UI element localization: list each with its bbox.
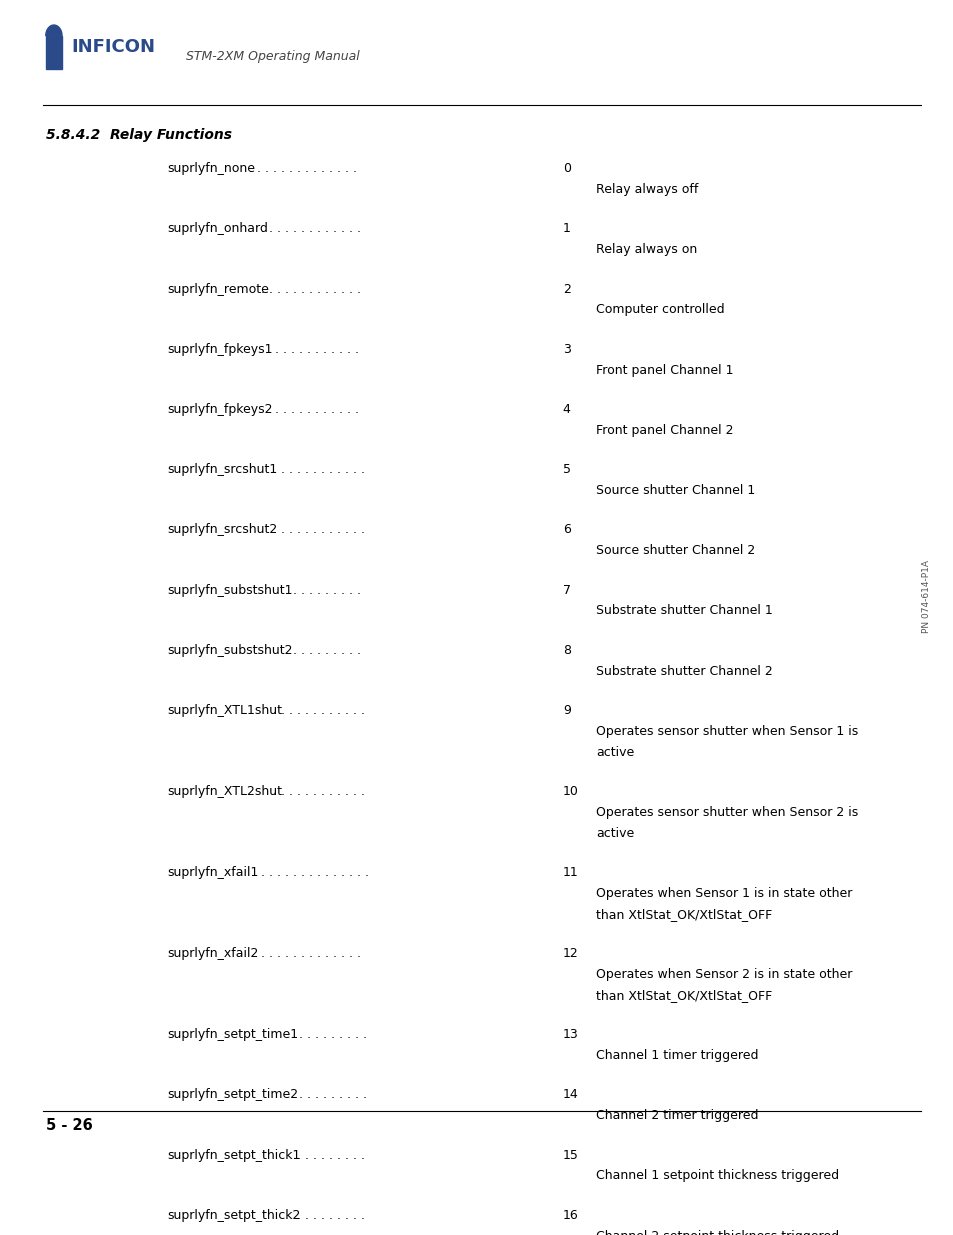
Text: suprlyfn_fpkeys2: suprlyfn_fpkeys2 (167, 403, 273, 416)
Text: suprlyfn_none: suprlyfn_none (167, 162, 254, 175)
Text: . . . . . . . . . . . .: . . . . . . . . . . . . (273, 463, 365, 477)
Text: suprlyfn_setpt_time1: suprlyfn_setpt_time1 (167, 1029, 297, 1041)
Text: 6: 6 (562, 524, 570, 536)
Text: suprlyfn_srcshut2: suprlyfn_srcshut2 (167, 524, 277, 536)
Text: STM-2XM Operating Manual: STM-2XM Operating Manual (186, 51, 359, 63)
Text: Substrate shutter Channel 1: Substrate shutter Channel 1 (596, 604, 772, 618)
Text: INFICON: INFICON (71, 38, 155, 56)
Text: Operates sensor shutter when Sensor 2 is: Operates sensor shutter when Sensor 2 is (596, 805, 858, 819)
Text: 0: 0 (562, 162, 570, 175)
Text: suprlyfn_srcshut1: suprlyfn_srcshut1 (167, 463, 277, 477)
Text: suprlyfn_XTL1shut: suprlyfn_XTL1shut (167, 704, 282, 716)
Text: . . . . . . . . . .: . . . . . . . . . . (285, 583, 360, 597)
Bar (46, 36, 62, 69)
Text: Front panel Channel 2: Front panel Channel 2 (596, 424, 733, 437)
Text: suprlyfn_setpt_thick1: suprlyfn_setpt_thick1 (167, 1149, 300, 1162)
Text: 2: 2 (562, 283, 570, 295)
Text: 7: 7 (562, 583, 570, 597)
Text: . . . . . . . . . . . .: . . . . . . . . . . . . (273, 704, 365, 716)
Text: suprlyfn_substshut1: suprlyfn_substshut1 (167, 583, 293, 597)
Text: 11: 11 (562, 866, 578, 879)
Text: Operates when Sensor 1 is in state other: Operates when Sensor 1 is in state other (596, 887, 852, 900)
Text: 14: 14 (562, 1088, 578, 1102)
Text: . . . . . . . . . .: . . . . . . . . . . (285, 643, 360, 657)
Text: suprlyfn_setpt_time2: suprlyfn_setpt_time2 (167, 1088, 297, 1102)
Text: 10: 10 (562, 785, 578, 798)
Text: . . . . . . . . .: . . . . . . . . . (296, 1209, 365, 1221)
Text: suprlyfn_xfail1: suprlyfn_xfail1 (167, 866, 258, 879)
Text: Channel 2 timer triggered: Channel 2 timer triggered (596, 1109, 758, 1123)
Text: . . . . . . . . . . . .: . . . . . . . . . . . . (273, 785, 365, 798)
Text: suprlyfn_remote: suprlyfn_remote (167, 283, 269, 295)
Text: suprlyfn_XTL2shut: suprlyfn_XTL2shut (167, 785, 282, 798)
Text: Source shutter Channel 1: Source shutter Channel 1 (596, 484, 755, 496)
Text: suprlyfn_fpkeys1: suprlyfn_fpkeys1 (167, 343, 273, 356)
Text: suprlyfn_xfail2: suprlyfn_xfail2 (167, 947, 258, 960)
Text: 15: 15 (562, 1149, 578, 1162)
Text: active: active (596, 746, 634, 758)
Text: Channel 1 timer triggered: Channel 1 timer triggered (596, 1049, 758, 1062)
Text: active: active (596, 826, 634, 840)
Text: 5: 5 (562, 463, 570, 477)
Text: . . . . . . . . . .: . . . . . . . . . . (291, 1088, 367, 1102)
Text: . . . . . . . . . . . . . .: . . . . . . . . . . . . . . (260, 866, 369, 879)
Text: Substrate shutter Channel 2: Substrate shutter Channel 2 (596, 664, 772, 678)
Text: . . . . . . . . . . . .: . . . . . . . . . . . . (267, 343, 358, 356)
Text: Relay always off: Relay always off (596, 183, 698, 196)
Text: Channel 2 setpoint thickness triggered: Channel 2 setpoint thickness triggered (596, 1230, 839, 1235)
Text: suprlyfn_onhard: suprlyfn_onhard (167, 222, 268, 236)
Text: 3: 3 (562, 343, 570, 356)
Text: . . . . . . . . . . . . .: . . . . . . . . . . . . . (260, 222, 360, 236)
Text: . . . . . . . . . . . . . .: . . . . . . . . . . . . . . (249, 162, 356, 175)
Text: . . . . . . . . . . . .: . . . . . . . . . . . . (267, 403, 358, 416)
Text: 4: 4 (562, 403, 570, 416)
Text: than XtlStat_OK/XtlStat_OFF: than XtlStat_OK/XtlStat_OFF (596, 989, 772, 1002)
Text: than XtlStat_OK/XtlStat_OFF: than XtlStat_OK/XtlStat_OFF (596, 908, 772, 921)
Text: Operates sensor shutter when Sensor 1 is: Operates sensor shutter when Sensor 1 is (596, 725, 858, 737)
Text: suprlyfn_substshut2: suprlyfn_substshut2 (167, 643, 293, 657)
Text: 13: 13 (562, 1029, 578, 1041)
Text: 16: 16 (562, 1209, 578, 1221)
Text: Relay always on: Relay always on (596, 243, 697, 256)
Text: Source shutter Channel 2: Source shutter Channel 2 (596, 545, 755, 557)
Text: Channel 1 setpoint thickness triggered: Channel 1 setpoint thickness triggered (596, 1170, 839, 1182)
Text: 5 - 26: 5 - 26 (46, 1118, 92, 1134)
Text: 9: 9 (562, 704, 570, 716)
Text: . . . . . . . . .: . . . . . . . . . (296, 1149, 365, 1162)
Text: . . . . . . . . . . . .: . . . . . . . . . . . . (273, 524, 365, 536)
Text: . . . . . . . . . . . . .: . . . . . . . . . . . . . (260, 283, 360, 295)
Text: Front panel Channel 1: Front panel Channel 1 (596, 363, 733, 377)
Text: Operates when Sensor 2 is in state other: Operates when Sensor 2 is in state other (596, 968, 852, 981)
Polygon shape (46, 25, 62, 36)
Text: . . . . . . . . . .: . . . . . . . . . . (291, 1029, 367, 1041)
Text: 1: 1 (562, 222, 570, 236)
Text: suprlyfn_setpt_thick2: suprlyfn_setpt_thick2 (167, 1209, 300, 1221)
Text: PN 074-614-P1A: PN 074-614-P1A (921, 559, 930, 632)
Text: 8: 8 (562, 643, 570, 657)
Text: 5.8.4.2  Relay Functions: 5.8.4.2 Relay Functions (46, 127, 232, 142)
Text: 12: 12 (562, 947, 578, 960)
Text: . . . . . . . . . . . . .: . . . . . . . . . . . . . (260, 947, 360, 960)
Text: Computer controlled: Computer controlled (596, 304, 724, 316)
